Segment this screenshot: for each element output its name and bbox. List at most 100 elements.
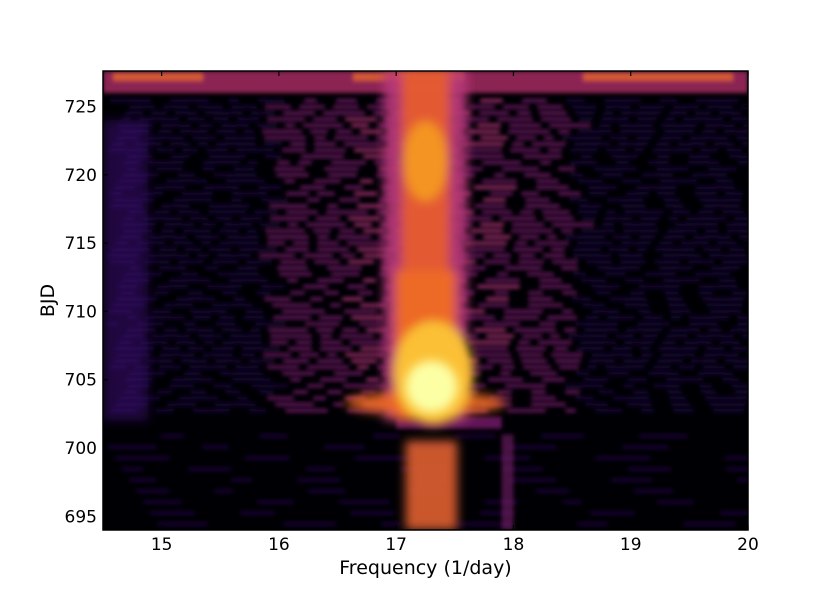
fringe-band — [215, 322, 236, 326]
y-axis-ticks: 695 700 705 710 715 720 725 — [65, 98, 748, 527]
fringe-band — [178, 210, 200, 214]
fringe-band — [574, 142, 610, 146]
fringe-band — [275, 402, 314, 406]
fringe-band — [582, 216, 596, 220]
fringe-band — [636, 185, 677, 189]
fringe-band — [231, 105, 257, 109]
fringe-band — [317, 359, 343, 363]
fringe-band — [282, 309, 325, 313]
lower-streak — [577, 522, 608, 526]
fringe-band — [285, 123, 295, 127]
fringe-band — [145, 316, 185, 320]
fringe-band — [703, 247, 721, 251]
fringe-band — [578, 130, 612, 134]
lower-streak — [339, 500, 390, 504]
fringe-band — [336, 99, 357, 103]
fringe-band — [672, 210, 690, 214]
fringe-band — [742, 142, 748, 146]
fringe-band — [217, 272, 260, 276]
fringe-band — [258, 185, 281, 189]
fringe-band — [333, 402, 344, 406]
fringe-band — [360, 303, 387, 307]
fringe-band — [508, 130, 550, 134]
fringe-band — [345, 353, 385, 357]
fringe-band — [313, 396, 326, 400]
fringe-band — [517, 111, 531, 115]
lower-streak — [381, 522, 400, 526]
fringe-band — [213, 117, 229, 121]
fringe-band — [589, 192, 607, 196]
fringe-band — [544, 136, 554, 140]
fringe-band — [531, 390, 546, 394]
fringe-band — [303, 254, 333, 258]
fringe-band — [578, 210, 598, 214]
lower-streak — [214, 489, 233, 493]
fringe-band — [630, 291, 645, 295]
fringe-band — [164, 303, 193, 307]
fringe-band — [254, 210, 278, 214]
fringe-band — [627, 402, 652, 406]
fringe-band — [188, 291, 203, 295]
fringe-band — [156, 148, 174, 152]
y-tick-label: 700 — [65, 439, 97, 459]
fringe-band — [317, 235, 329, 239]
fringe-band — [587, 365, 597, 369]
fringe-band — [664, 291, 679, 295]
fringe-band — [361, 390, 376, 394]
fringe-band — [139, 117, 179, 121]
fringe-band — [209, 204, 250, 208]
fringe-band — [670, 328, 700, 332]
fringe-band — [519, 254, 535, 258]
fringe-band — [643, 316, 663, 320]
fringe-band — [510, 148, 540, 152]
fringe-band — [224, 223, 252, 227]
fringe-band — [698, 291, 713, 295]
fringe-band — [157, 390, 172, 394]
fringe-band — [147, 359, 173, 363]
lower-streak — [240, 511, 275, 515]
fringe-band — [657, 359, 683, 363]
fringe-band — [182, 148, 198, 152]
fringe-band — [258, 99, 285, 103]
fringe-band — [709, 402, 746, 406]
y-tick-label: 720 — [65, 166, 97, 186]
fringe-band — [665, 204, 684, 208]
fringe-band — [288, 223, 298, 227]
fringe-band — [148, 161, 184, 165]
fringe-band — [699, 285, 738, 289]
fringe-band — [731, 117, 748, 121]
fringe-band — [482, 210, 512, 214]
fringe-band — [480, 223, 504, 227]
fringe-band — [477, 123, 501, 127]
fringe-band — [531, 396, 556, 400]
fringe-band — [121, 117, 131, 121]
fringe-band — [570, 161, 597, 165]
fringe-band — [268, 328, 308, 332]
fringe-band — [678, 142, 706, 146]
lower-streak — [157, 522, 208, 526]
fringe-band — [521, 192, 539, 196]
fringe-band — [641, 353, 653, 357]
fringe-band — [251, 384, 288, 388]
fringe-band — [204, 340, 214, 344]
fringe-band — [613, 396, 650, 400]
fringe-band — [664, 130, 694, 134]
fringe-band — [336, 130, 352, 134]
fringe-band — [665, 117, 675, 121]
fringe-band — [702, 297, 745, 301]
ridge-upper-glow — [403, 121, 448, 202]
fringe-band — [236, 148, 274, 152]
fringe-band — [197, 254, 209, 258]
fringe-band — [267, 396, 294, 400]
fringe-band — [645, 272, 676, 276]
fringe-band — [543, 254, 565, 258]
fringe-band — [699, 384, 712, 388]
fringe-band — [738, 161, 748, 165]
fringe-band — [246, 309, 263, 313]
fringe-band — [689, 322, 718, 326]
fringe-band — [679, 365, 695, 369]
fringe-band — [673, 409, 694, 413]
fringe-band — [637, 322, 670, 326]
lower-streak — [725, 456, 748, 460]
fringe-band — [573, 254, 611, 258]
